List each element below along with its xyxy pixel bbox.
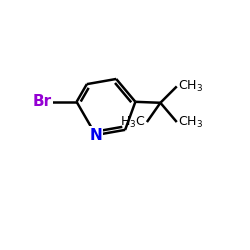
Text: H$_3$C: H$_3$C [120, 114, 146, 130]
Text: CH$_3$: CH$_3$ [178, 79, 203, 94]
Text: Br: Br [32, 94, 52, 109]
Text: CH$_3$: CH$_3$ [178, 114, 203, 130]
Text: N: N [90, 128, 102, 142]
